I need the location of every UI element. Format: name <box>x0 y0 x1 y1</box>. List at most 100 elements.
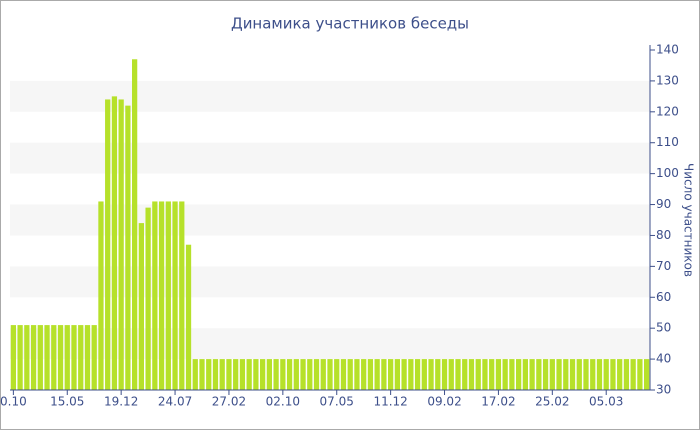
bar <box>152 201 158 390</box>
bar <box>435 359 441 390</box>
bar <box>57 325 64 390</box>
bar <box>64 325 70 390</box>
bar <box>536 359 542 390</box>
bar <box>78 325 84 390</box>
bar <box>219 359 225 390</box>
bar <box>644 359 650 390</box>
bar <box>273 359 279 390</box>
bar <box>374 359 380 390</box>
bar <box>293 359 299 390</box>
y-tick-label: 120 <box>656 104 679 118</box>
y-tick-label: 70 <box>656 259 671 273</box>
bar <box>246 359 252 390</box>
bar <box>91 325 97 390</box>
bar <box>637 359 643 390</box>
bar <box>226 359 232 390</box>
bar <box>563 359 569 390</box>
bar <box>84 325 91 390</box>
bar <box>596 359 603 390</box>
bar <box>253 359 259 390</box>
bar <box>233 359 239 390</box>
bar <box>37 325 43 390</box>
bar <box>549 359 555 390</box>
bar <box>145 207 151 390</box>
bar <box>401 359 407 390</box>
bar <box>569 359 576 390</box>
bar <box>623 359 630 390</box>
bar <box>239 359 246 390</box>
x-tick-label: 09.02 <box>427 395 461 409</box>
bar <box>509 359 515 390</box>
bar <box>448 359 454 390</box>
x-tick-label: 19.12 <box>104 395 138 409</box>
bar <box>489 359 495 390</box>
bar <box>24 325 30 390</box>
bar <box>576 359 582 390</box>
bar <box>266 359 272 390</box>
bar <box>199 359 205 390</box>
bar <box>313 359 320 390</box>
y-tick-label: 140 <box>656 43 679 57</box>
bar <box>132 59 138 390</box>
bar <box>462 359 468 390</box>
bar <box>610 359 616 390</box>
bar <box>361 359 367 390</box>
bar <box>44 325 50 390</box>
bar <box>495 359 502 390</box>
bar <box>105 99 111 391</box>
bar <box>340 359 347 390</box>
x-tick-label: 17.02 <box>481 395 515 409</box>
bar <box>475 359 481 390</box>
bar <box>10 325 16 390</box>
bar <box>394 359 400 390</box>
bar <box>138 223 144 390</box>
bar <box>118 99 124 391</box>
bar <box>172 201 178 390</box>
bar <box>529 359 535 390</box>
bar <box>590 359 596 390</box>
x-tick-label: 07.05 <box>320 395 354 409</box>
y-axis-label: Число участников <box>682 163 696 277</box>
bar <box>111 96 118 390</box>
bar <box>98 201 104 390</box>
bar <box>158 201 165 390</box>
y-tick-label: 50 <box>656 321 671 335</box>
bar <box>354 359 360 390</box>
bar <box>388 359 394 390</box>
x-tick-label: 24.07 <box>158 395 192 409</box>
bar <box>617 359 623 390</box>
bar <box>522 359 528 390</box>
bar <box>468 359 475 390</box>
bar <box>125 105 131 391</box>
bar <box>367 359 374 390</box>
bar <box>206 359 212 390</box>
x-tick-label: 15.05 <box>50 395 84 409</box>
bar <box>300 359 306 390</box>
y-tick-label: 110 <box>656 135 679 149</box>
bar <box>347 359 353 390</box>
bar <box>165 201 171 390</box>
y-tick-label: 40 <box>656 352 671 366</box>
bar <box>212 359 219 390</box>
chart-title: Динамика участников беседы <box>231 15 469 33</box>
bar <box>307 359 313 390</box>
y-tick-label: 130 <box>656 73 679 87</box>
bar <box>502 359 508 390</box>
bar <box>516 359 522 390</box>
bar <box>260 359 266 390</box>
y-tick-label: 80 <box>656 228 671 242</box>
bar <box>185 244 192 390</box>
bar <box>542 359 549 390</box>
bar <box>421 359 427 390</box>
x-tick-label: 25.02 <box>535 395 569 409</box>
bar <box>334 359 340 390</box>
bar <box>381 359 387 390</box>
bar <box>17 325 23 390</box>
y-tick-label: 90 <box>656 197 671 211</box>
bar <box>286 359 293 390</box>
bar <box>327 359 333 390</box>
bar <box>192 359 198 390</box>
x-tick-label: 05.03 <box>589 395 623 409</box>
bar <box>280 359 286 390</box>
